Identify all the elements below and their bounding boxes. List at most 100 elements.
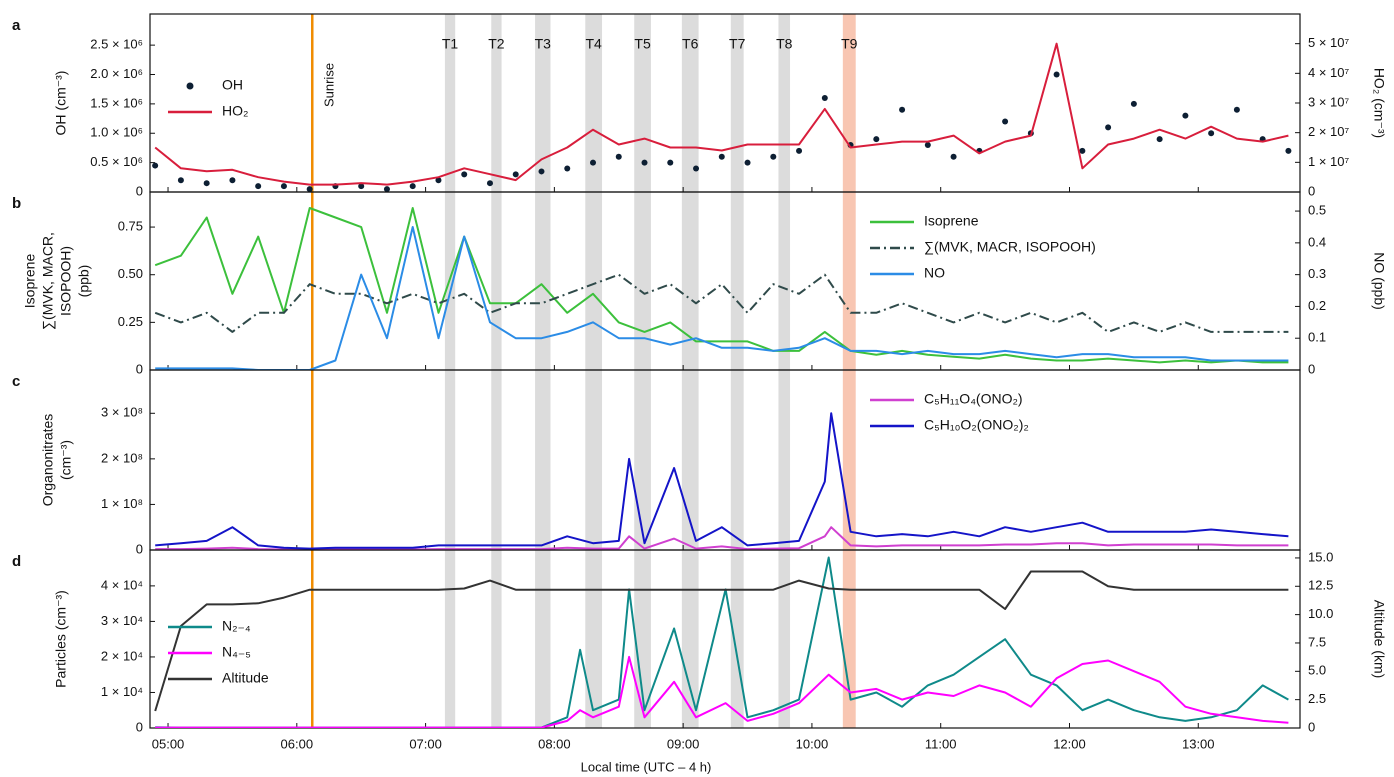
data-point [229, 177, 236, 184]
data-point [538, 168, 545, 175]
data-point [641, 159, 648, 166]
y-tick-label: 2.0 × 10⁶ [90, 66, 143, 81]
data-point [177, 177, 184, 184]
y-tick-label: 0 [136, 719, 143, 734]
y2-tick-label: 12.5 [1308, 578, 1333, 593]
panel-letter: a [12, 17, 21, 34]
y2-tick-label: 15.0 [1308, 549, 1333, 564]
y-axis-title: ISOPOOH) [58, 246, 74, 316]
panel-frame [149, 191, 1301, 371]
transect-label: T3 [535, 36, 552, 52]
data-point [1285, 147, 1292, 154]
x-axis-title: Local time (UTC – 4 h) [581, 759, 712, 774]
y-axis-title: (ppb) [76, 265, 92, 298]
data-point [796, 147, 803, 154]
data-point [461, 171, 468, 178]
data-point [1156, 136, 1163, 143]
x-tick-label: 05:00 [152, 736, 185, 751]
y2-tick-label: 7.5 [1308, 634, 1326, 649]
y-tick-label: 4 × 10⁴ [101, 577, 143, 592]
data-point [564, 165, 571, 172]
panel-letter: c [12, 373, 20, 390]
y2-tick-label: 4 × 10⁷ [1308, 65, 1350, 80]
y-axis-title: (cm⁻³) [58, 440, 74, 480]
y-tick-label: 1 × 10⁸ [101, 496, 143, 511]
legend: OH HO₂ [168, 77, 248, 119]
x-tick-label: 10:00 [796, 736, 829, 751]
y-tick-label: 1.0 × 10⁶ [90, 125, 143, 140]
data-point [615, 153, 622, 160]
legend-label: NO [924, 265, 945, 281]
transect-label: T8 [776, 36, 793, 52]
plot-area [155, 412, 1289, 550]
data-point [590, 159, 597, 166]
legend-label: Isoprene [924, 213, 979, 229]
series-line [154, 273, 1289, 333]
y-tick-label: 0.50 [118, 266, 143, 281]
y2-tick-label: 5 × 10⁷ [1308, 35, 1350, 50]
y2-tick-label: 1 × 10⁷ [1308, 154, 1350, 169]
series-line [155, 655, 1289, 728]
data-point [1053, 71, 1060, 78]
data-point [486, 180, 493, 187]
y-tick-label: 1.5 × 10⁶ [90, 95, 143, 110]
data-point [1079, 147, 1086, 154]
y-axis-title: OH (cm⁻³) [53, 71, 69, 136]
legend: Isoprene ∑(MVK, MACR, ISOPOOH) NO [870, 213, 1096, 281]
y-tick-label: 1 × 10⁴ [101, 684, 143, 699]
y-tick-label: 2.5 × 10⁶ [90, 37, 143, 52]
data-point [899, 106, 906, 113]
legend-label: HO₂ [222, 103, 248, 119]
y-tick-label: 2 × 10⁸ [101, 450, 143, 465]
legend: N₂₋₄ N₄₋₅ Altitude [168, 618, 269, 686]
panel: a 0 0.5 × 10⁶ 1.0 × 10⁶ 1.5 × 10⁶ 2.0 × 10⁶ 2.… [12, 13, 1387, 198]
y-tick-label: 3 × 10⁸ [101, 405, 143, 420]
transect-label: T2 [488, 36, 505, 52]
y2-tick-label: 2.5 [1308, 691, 1326, 706]
transect-label: T4 [585, 36, 602, 52]
data-point [152, 162, 159, 169]
legend-label: N₄₋₅ [222, 644, 251, 660]
series-line [155, 412, 1289, 550]
data-point [821, 95, 828, 102]
series-line [154, 42, 1289, 186]
y2-tick-label: 0 [1308, 183, 1315, 198]
data-point [435, 177, 442, 184]
series-line [155, 526, 1289, 550]
data-point [280, 183, 287, 190]
data-point [693, 165, 700, 172]
panel: c 0 1 × 10⁸ 2 × 10⁸ 3 × 10⁸ Organonitrates (cm… [12, 369, 1301, 556]
panel-letter: b [12, 195, 21, 212]
transect-band [681, 14, 699, 728]
x-tick-label: 13:00 [1182, 736, 1215, 751]
data-point [770, 153, 777, 160]
y2-tick-label: 10.0 [1308, 606, 1333, 621]
x-tick-label: 07:00 [409, 736, 442, 751]
y2-axis-title: Altitude (km) [1371, 600, 1387, 679]
y2-tick-label: 2 × 10⁷ [1308, 124, 1350, 139]
x-tick-label: 06:00 [281, 736, 314, 751]
x-tick-label: 08:00 [538, 736, 571, 751]
series-line [155, 226, 1289, 370]
y-tick-label: 0.25 [118, 314, 143, 329]
data-point [358, 183, 365, 190]
y-tick-label: 3 × 10⁴ [101, 613, 143, 628]
x-tick-label: 12:00 [1053, 736, 1086, 751]
y-tick-label: 0 [136, 183, 143, 198]
x-tick-label: 09:00 [667, 736, 700, 751]
transect-band [585, 14, 603, 728]
panel-letter: d [12, 553, 21, 570]
data-point [744, 159, 751, 166]
data-point [1002, 118, 1009, 125]
legend-label: ∑(MVK, MACR, ISOPOOH) [924, 239, 1096, 255]
data-point [1233, 106, 1240, 113]
data-point [1130, 100, 1137, 107]
y-axis-title: Organonitrates [40, 414, 56, 507]
y2-tick-label: 0 [1308, 719, 1315, 734]
x-tick-label: 11:00 [925, 736, 957, 751]
y2-tick-label: 0.1 [1308, 330, 1326, 345]
transect-band [491, 14, 502, 728]
y-tick-label: 0.5 × 10⁶ [90, 154, 143, 169]
panel: d 05:00 06:00 07:00 08:00 09:00 10:00 11:00 12:0… [12, 549, 1387, 751]
